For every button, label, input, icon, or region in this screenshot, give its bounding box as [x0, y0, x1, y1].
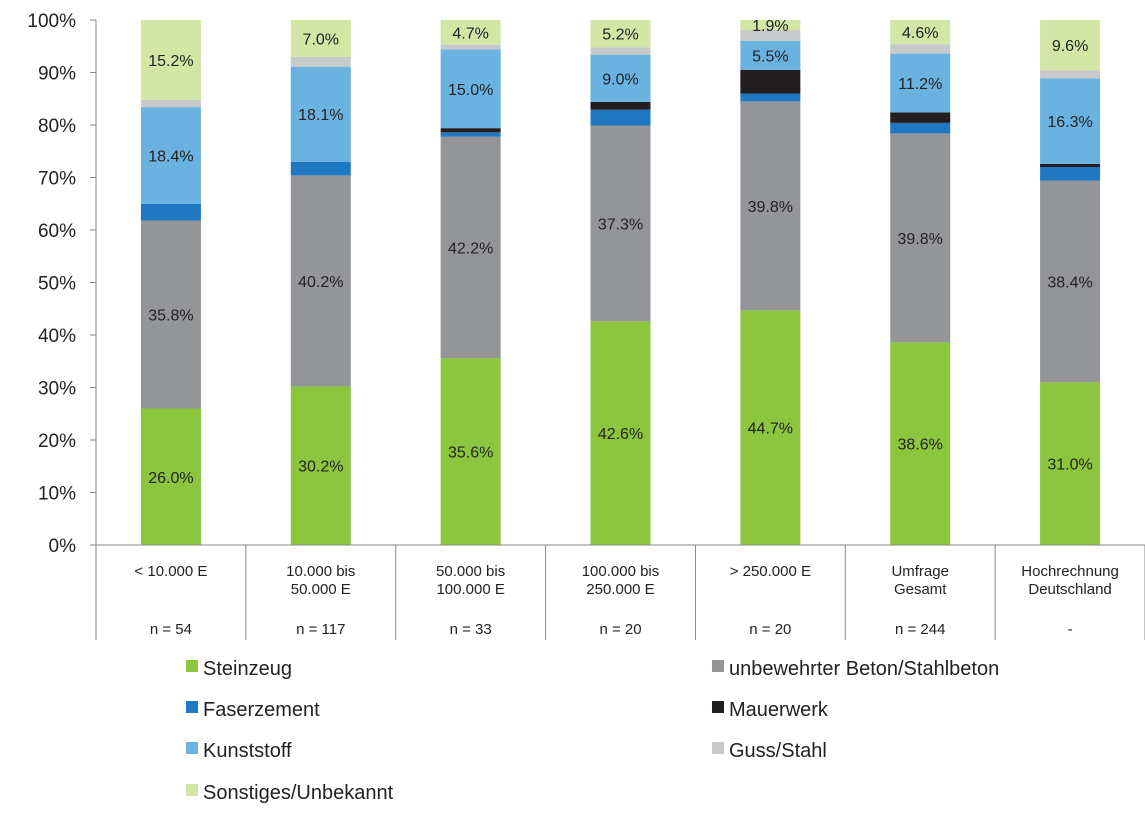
- legend-swatch: [186, 784, 198, 796]
- y-tick-label: 50%: [38, 274, 76, 295]
- category-label: Hochrechnung: [1021, 563, 1119, 580]
- legend-label: Kunststoff: [203, 740, 292, 762]
- legend-label: Faserzement: [203, 699, 320, 721]
- data-label: 42.6%: [598, 426, 643, 443]
- y-axis: 0% 10% 20% 30% 40% 50% 60% 70% 80% 90% 100%: [27, 11, 96, 557]
- data-label: 5.2%: [602, 27, 638, 44]
- bar-segment: [740, 94, 800, 102]
- y-tick-label: 40%: [38, 326, 76, 347]
- data-label: 26.0%: [148, 470, 193, 487]
- data-label: 42.2%: [448, 240, 493, 257]
- y-tick-label: 10%: [38, 484, 76, 505]
- sample-size-label: n = 54: [150, 621, 192, 638]
- data-label: 11.2%: [898, 76, 942, 93]
- category-label: Deutschland: [1028, 581, 1111, 598]
- bar-segment: [291, 57, 351, 67]
- data-label: 4.6%: [902, 25, 938, 42]
- y-tick-label: 70%: [38, 169, 76, 190]
- legend-swatch: [186, 742, 198, 754]
- bar-segment: [890, 112, 950, 123]
- data-label: 39.8%: [898, 231, 943, 248]
- data-label: 7.0%: [303, 31, 339, 48]
- bar-segment: [740, 70, 800, 94]
- y-tick-label: 60%: [38, 221, 76, 242]
- legend-label: unbewehrter Beton/Stahlbeton: [729, 658, 999, 680]
- data-label: 35.8%: [148, 308, 193, 325]
- legend-label: Sonstiges/Unbekannt: [203, 782, 394, 804]
- data-label: 40.2%: [298, 274, 343, 291]
- legend-swatch: [712, 701, 724, 713]
- y-tick-label: 20%: [38, 431, 76, 452]
- bar-segment: [141, 204, 201, 221]
- legend: Steinzeug unbewehrter Beton/Stahlbeton Fas…: [186, 658, 999, 804]
- category-label: 100.000 bis: [582, 563, 660, 580]
- legend-label: Mauerwerk: [729, 699, 829, 721]
- category-label: > 250.000 E: [730, 563, 811, 580]
- bar-segment: [1040, 70, 1100, 78]
- legend-swatch: [186, 660, 198, 672]
- bar-segment: [591, 110, 651, 126]
- data-label: 37.3%: [598, 216, 643, 233]
- data-label: 38.4%: [1047, 274, 1092, 291]
- category-label: 250.000 E: [586, 581, 654, 598]
- data-label: 38.6%: [898, 437, 943, 454]
- data-label: 44.7%: [748, 421, 793, 438]
- data-label: 5.5%: [752, 48, 788, 65]
- y-tick-label: 90%: [38, 64, 76, 85]
- legend-label: Steinzeug: [203, 658, 292, 680]
- sample-size-label: -: [1068, 621, 1073, 638]
- category-label: Umfrage: [891, 563, 949, 580]
- data-label: 30.2%: [298, 459, 343, 476]
- data-label: 39.8%: [748, 199, 793, 216]
- legend-swatch: [712, 742, 724, 754]
- data-label: 9.0%: [602, 71, 638, 88]
- data-label: 16.3%: [1047, 114, 1092, 131]
- data-label: 18.1%: [298, 107, 343, 124]
- data-label: 35.6%: [448, 445, 493, 462]
- bar-segment: [441, 45, 501, 50]
- y-tick-label: 100%: [27, 11, 76, 32]
- legend-swatch: [186, 701, 198, 713]
- bar-segment: [441, 132, 501, 136]
- bar-segment: [441, 128, 501, 132]
- data-label: 1.9%: [752, 18, 788, 35]
- bar-segment: [591, 47, 651, 54]
- bar-segment: [291, 162, 351, 176]
- legend-label: Guss/Stahl: [729, 740, 827, 762]
- category-label: 50.000 bis: [436, 563, 505, 580]
- y-tick-label: 80%: [38, 116, 76, 137]
- bar-segment: [141, 100, 201, 107]
- sample-size-label: n = 20: [599, 621, 641, 638]
- data-label: 15.2%: [148, 53, 193, 70]
- category-label: < 10.000 E: [134, 563, 207, 580]
- sample-size-label: n = 20: [749, 621, 791, 638]
- bar-segment: [591, 102, 651, 110]
- y-tick-label: 30%: [38, 379, 76, 400]
- sample-size-label: n = 33: [450, 621, 492, 638]
- sample-size-label: n = 117: [296, 621, 345, 638]
- bar-segment: [890, 44, 950, 53]
- y-tick-label: 0%: [49, 536, 77, 557]
- category-label: 100.000 E: [436, 581, 504, 598]
- bar-segment: [1040, 164, 1100, 167]
- category-label: 50.000 E: [291, 581, 351, 598]
- data-label: 4.7%: [452, 25, 488, 42]
- bars: [141, 20, 1100, 545]
- data-label: 31.0%: [1047, 457, 1092, 474]
- data-label: 18.4%: [148, 148, 193, 165]
- data-label: 15.0%: [448, 82, 493, 99]
- bar-segment: [890, 123, 950, 133]
- sample-size-label: n = 244: [895, 621, 945, 638]
- category-label: Gesamt: [894, 581, 947, 598]
- legend-swatch: [712, 660, 724, 672]
- category-label: 10.000 bis: [286, 563, 355, 580]
- data-label: 9.6%: [1052, 38, 1088, 55]
- bar-segment: [1040, 167, 1100, 181]
